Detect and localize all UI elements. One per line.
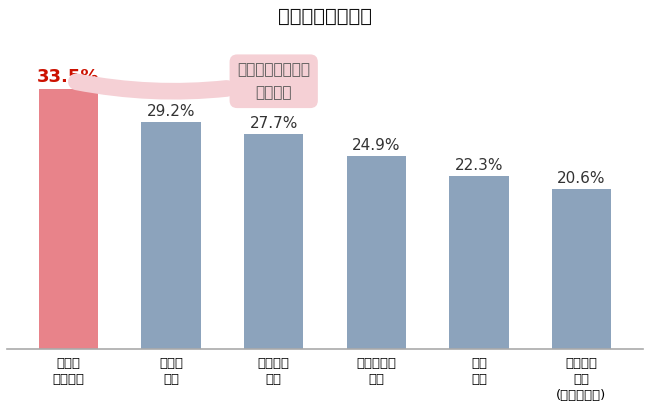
Text: 27.7%: 27.7% <box>250 116 298 131</box>
Bar <box>346 156 406 349</box>
Text: 20.6%: 20.6% <box>557 171 606 186</box>
Title: 保育士の退職理由: 保育士の退職理由 <box>278 7 372 26</box>
Bar <box>39 89 98 349</box>
Text: 33.5%: 33.5% <box>37 68 99 86</box>
Bar <box>244 134 304 349</box>
Bar <box>449 176 509 349</box>
Text: 22.3%: 22.3% <box>454 158 503 173</box>
Text: 29.2%: 29.2% <box>147 104 196 119</box>
Bar <box>552 189 611 349</box>
Text: 人間関係の退職が
最も多い: 人間関係の退職が 最も多い <box>76 62 310 101</box>
Bar <box>141 122 201 349</box>
Text: 24.9%: 24.9% <box>352 137 400 153</box>
